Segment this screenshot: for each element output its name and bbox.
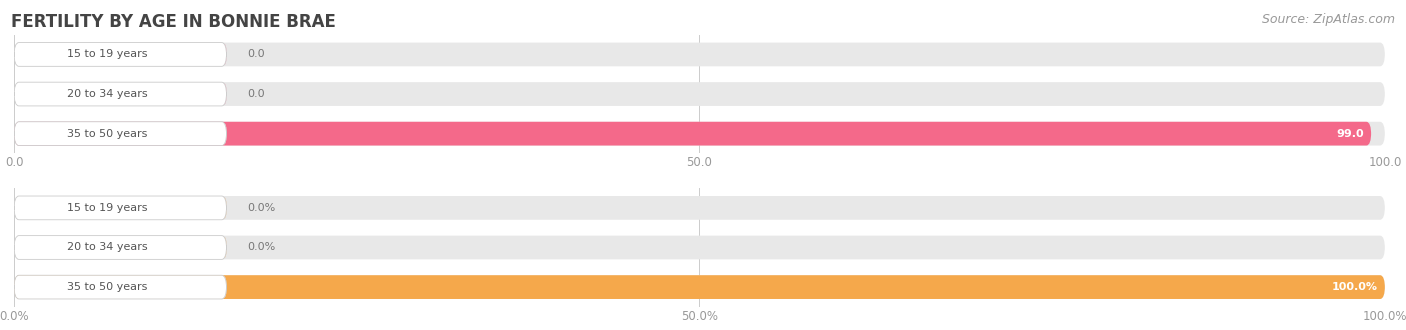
Text: 20 to 34 years: 20 to 34 years (67, 89, 148, 99)
Text: 0.0%: 0.0% (247, 243, 276, 252)
FancyBboxPatch shape (14, 122, 1371, 146)
FancyBboxPatch shape (188, 197, 226, 218)
FancyBboxPatch shape (188, 277, 226, 298)
Text: Source: ZipAtlas.com: Source: ZipAtlas.com (1261, 13, 1395, 26)
FancyBboxPatch shape (14, 275, 226, 299)
FancyBboxPatch shape (14, 275, 1385, 299)
Text: 15 to 19 years: 15 to 19 years (67, 50, 148, 59)
FancyBboxPatch shape (14, 122, 1385, 146)
FancyBboxPatch shape (188, 237, 226, 258)
FancyBboxPatch shape (14, 43, 226, 66)
Text: 15 to 19 years: 15 to 19 years (67, 203, 148, 213)
FancyBboxPatch shape (14, 122, 226, 146)
FancyBboxPatch shape (14, 275, 1385, 299)
FancyBboxPatch shape (14, 82, 226, 106)
FancyBboxPatch shape (14, 196, 1385, 220)
Text: 100.0%: 100.0% (1331, 282, 1378, 292)
FancyBboxPatch shape (188, 83, 226, 105)
Text: 35 to 50 years: 35 to 50 years (67, 129, 148, 139)
FancyBboxPatch shape (188, 123, 226, 144)
Text: 35 to 50 years: 35 to 50 years (67, 282, 148, 292)
Text: 0.0: 0.0 (247, 89, 264, 99)
Text: 20 to 34 years: 20 to 34 years (67, 243, 148, 252)
FancyBboxPatch shape (14, 196, 226, 220)
FancyBboxPatch shape (14, 236, 226, 259)
FancyBboxPatch shape (14, 236, 1385, 259)
Text: 99.0: 99.0 (1337, 129, 1364, 139)
FancyBboxPatch shape (188, 44, 226, 65)
Text: FERTILITY BY AGE IN BONNIE BRAE: FERTILITY BY AGE IN BONNIE BRAE (11, 13, 336, 31)
Text: 0.0: 0.0 (247, 50, 264, 59)
FancyBboxPatch shape (14, 82, 1385, 106)
FancyBboxPatch shape (14, 43, 1385, 66)
Text: 0.0%: 0.0% (247, 203, 276, 213)
